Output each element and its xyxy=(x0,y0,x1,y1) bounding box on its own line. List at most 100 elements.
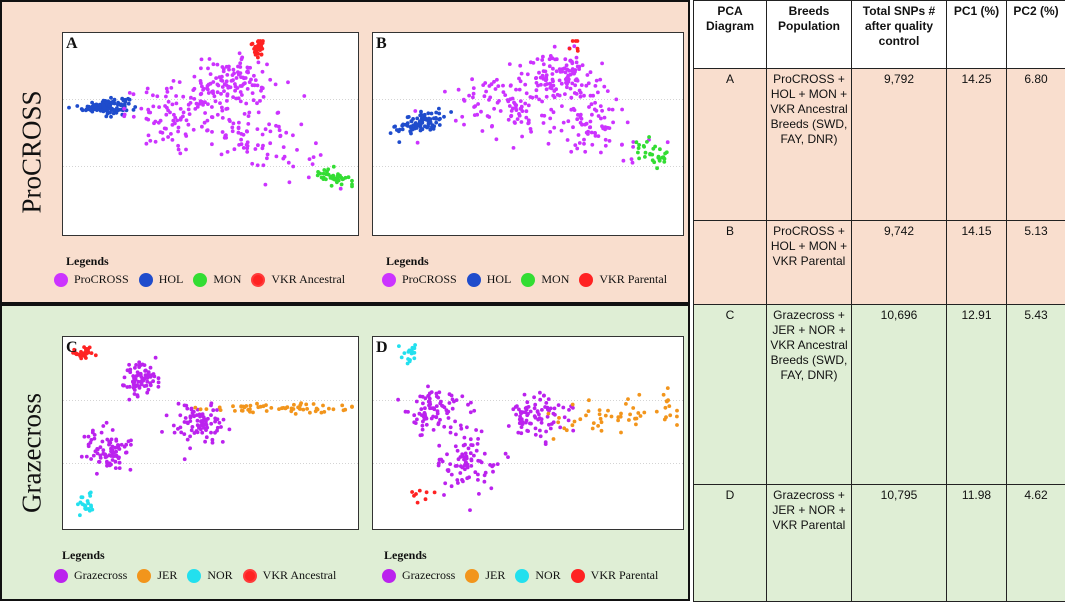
point-procross xyxy=(176,144,180,148)
point-procross xyxy=(572,44,576,48)
legend-label: NOR xyxy=(535,568,560,583)
point-grazecross xyxy=(435,392,439,396)
point-grazecross xyxy=(149,366,153,370)
point-procross xyxy=(266,153,270,157)
point-hol xyxy=(102,103,106,107)
point-procross xyxy=(181,95,185,99)
point-procross xyxy=(237,126,241,130)
point-procross xyxy=(569,87,573,91)
cell-pc2: 5.13 xyxy=(1007,221,1065,305)
point-hol xyxy=(409,119,413,123)
point-grazecross xyxy=(453,420,457,424)
point-procross xyxy=(597,134,601,138)
point-jer xyxy=(599,417,603,421)
point-procross xyxy=(307,176,311,180)
point-procross xyxy=(145,142,149,146)
point-grazecross xyxy=(101,440,105,444)
point-procross xyxy=(593,101,597,105)
point-procross xyxy=(230,126,234,130)
point-hol xyxy=(110,107,114,111)
point-grazecross xyxy=(191,425,195,429)
point-mon xyxy=(635,140,639,144)
point-procross xyxy=(216,63,220,67)
point-procross xyxy=(145,117,149,121)
legend-swatch-icon xyxy=(54,273,68,287)
point-procross xyxy=(575,117,579,121)
point-grazecross xyxy=(129,443,133,447)
plot-letter-c: C xyxy=(66,339,78,357)
point-grazecross xyxy=(432,428,436,432)
legend-swatch-icon xyxy=(137,569,151,583)
point-grazecross xyxy=(213,417,217,421)
point-hol xyxy=(128,98,132,102)
point-procross xyxy=(239,138,243,142)
point-grazecross xyxy=(144,369,148,373)
point-grazecross xyxy=(218,421,222,425)
point-grazecross xyxy=(526,429,530,433)
point-procross xyxy=(261,144,265,148)
point-procross xyxy=(206,119,210,123)
point-hol xyxy=(127,102,131,106)
point-grazecross xyxy=(436,409,440,413)
point-jer xyxy=(584,414,588,418)
point-jer xyxy=(251,411,255,415)
point-procross xyxy=(274,83,278,87)
point-grazecross xyxy=(90,438,94,442)
point-vkr-ancestral xyxy=(260,53,264,57)
point-procross xyxy=(239,84,243,88)
point-vkr-parental xyxy=(412,494,416,498)
point-jer xyxy=(619,431,623,435)
point-mon xyxy=(658,147,662,151)
point-mon xyxy=(637,143,641,147)
point-procross xyxy=(571,125,575,129)
point-procross xyxy=(577,133,581,137)
point-procross xyxy=(443,90,447,94)
point-grazecross xyxy=(199,420,203,424)
point-jer xyxy=(596,424,600,428)
point-grazecross xyxy=(128,368,132,372)
point-jer xyxy=(655,410,659,414)
point-procross xyxy=(173,116,177,120)
point-grazecross xyxy=(428,397,432,401)
point-procross xyxy=(251,91,255,95)
point-procross xyxy=(276,111,280,115)
point-grazecross xyxy=(116,443,120,447)
point-procross xyxy=(177,126,181,130)
point-procross xyxy=(240,93,244,97)
point-jer xyxy=(667,404,671,408)
point-grazecross xyxy=(483,452,487,456)
point-grazecross xyxy=(484,471,488,475)
legend-label: VKR Parental xyxy=(591,568,659,583)
cell-pc2: 5.43 xyxy=(1007,305,1065,485)
point-procross xyxy=(245,129,249,133)
point-grazecross xyxy=(461,480,465,484)
point-procross xyxy=(473,104,477,108)
point-grazecross xyxy=(514,413,518,417)
point-jer xyxy=(340,404,344,408)
point-jer xyxy=(619,412,623,416)
point-grazecross xyxy=(534,433,538,437)
point-grazecross xyxy=(125,451,129,455)
point-grazecross xyxy=(542,394,546,398)
point-grazecross xyxy=(127,363,131,367)
point-hol xyxy=(406,115,410,119)
point-grazecross xyxy=(404,410,408,414)
point-procross xyxy=(527,104,531,108)
point-grazecross xyxy=(147,388,151,392)
point-procross xyxy=(457,88,461,92)
point-procross xyxy=(475,113,479,117)
point-mon xyxy=(340,183,344,187)
point-grazecross xyxy=(437,421,441,425)
point-procross xyxy=(268,78,272,82)
point-jer xyxy=(547,412,551,416)
point-grazecross xyxy=(441,460,445,464)
point-grazecross xyxy=(515,404,519,408)
point-mon xyxy=(643,155,647,159)
point-grazecross xyxy=(222,418,226,422)
point-procross xyxy=(566,138,570,142)
point-procross xyxy=(177,148,181,152)
point-grazecross xyxy=(451,407,455,411)
